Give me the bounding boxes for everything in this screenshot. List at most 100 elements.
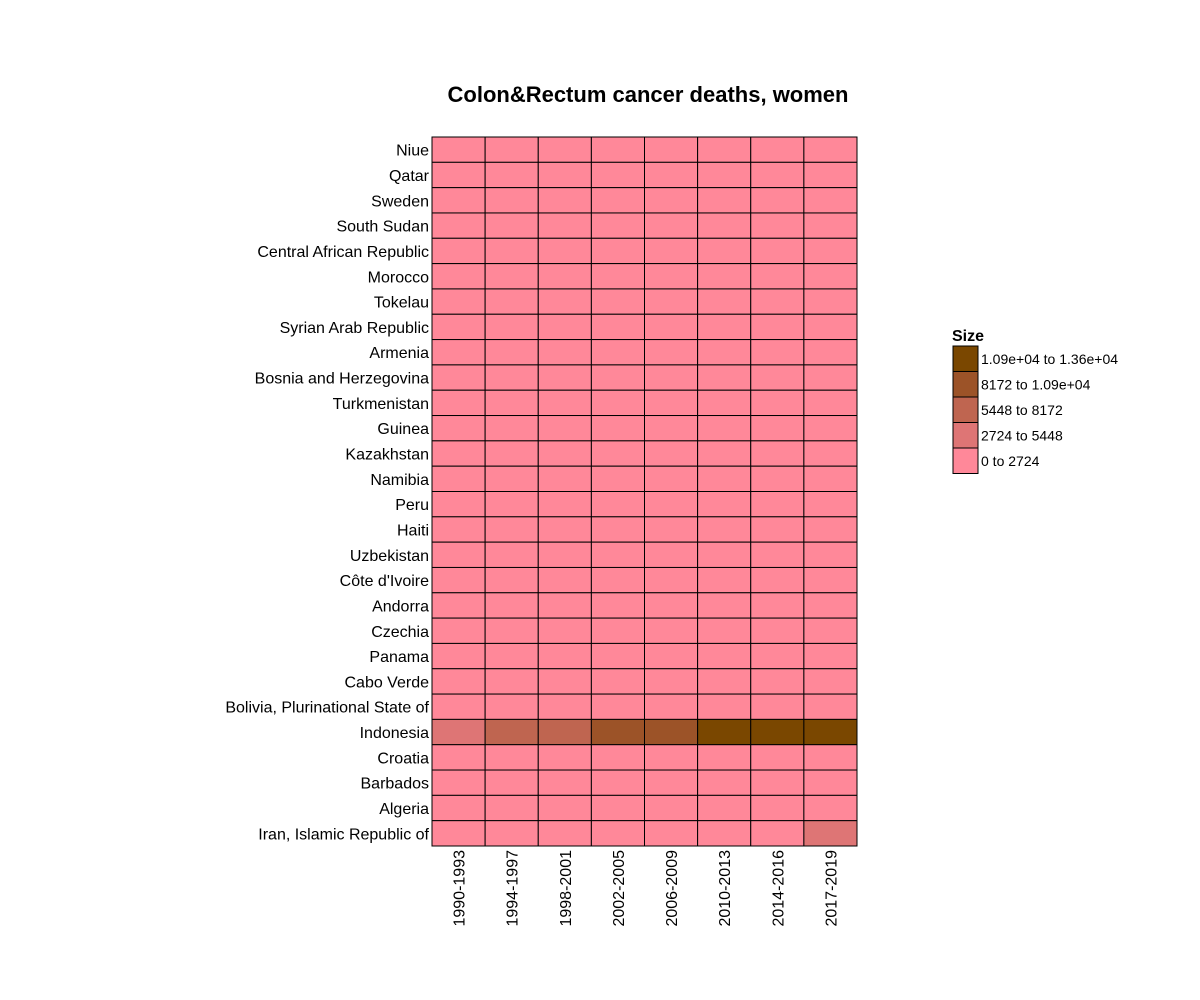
heatmap-cell bbox=[803, 440, 858, 467]
y-tick-label: Qatar bbox=[389, 168, 430, 185]
heatmap-cell bbox=[644, 491, 699, 518]
heatmap-cell bbox=[697, 465, 752, 492]
y-tick-label: Namibia bbox=[370, 472, 429, 489]
heatmap-cell bbox=[803, 718, 858, 746]
heatmap-cell bbox=[484, 491, 539, 518]
heatmap-cell bbox=[644, 288, 699, 315]
y-tick-label: South Sudan bbox=[336, 219, 429, 236]
heatmap-cell bbox=[590, 516, 645, 543]
heatmap-cell bbox=[803, 642, 858, 670]
heatmap-cell bbox=[537, 212, 592, 239]
legend-title: Size bbox=[952, 328, 984, 345]
heatmap-cell bbox=[537, 642, 592, 670]
heatmap-cell bbox=[697, 491, 752, 518]
heatmap-cell bbox=[803, 693, 858, 720]
legend-label: 2724 to 5448 bbox=[981, 427, 1063, 443]
heatmap-cell bbox=[590, 718, 645, 746]
heatmap-cell bbox=[697, 389, 752, 417]
heatmap-cell bbox=[537, 237, 592, 265]
heatmap-cell bbox=[484, 415, 539, 442]
heatmap-cell bbox=[697, 136, 752, 163]
heatmap-cell bbox=[697, 339, 752, 366]
heatmap-cell bbox=[750, 288, 805, 315]
legend-label: 8172 to 1.09e+04 bbox=[981, 376, 1091, 392]
heatmap-cell bbox=[484, 642, 539, 670]
heatmap-cell bbox=[590, 491, 645, 518]
heatmap-cell bbox=[537, 415, 592, 442]
heatmap-cell bbox=[590, 642, 645, 670]
y-tick-label: Kazakhstan bbox=[345, 447, 429, 464]
heatmap-cell bbox=[750, 339, 805, 366]
heatmap-cell bbox=[644, 465, 699, 492]
y-tick-label: Panama bbox=[369, 649, 429, 666]
heatmap-cell bbox=[750, 136, 805, 163]
heatmap-cell bbox=[697, 516, 752, 543]
heatmap-cell bbox=[803, 769, 858, 796]
heatmap-cell bbox=[803, 744, 858, 771]
heatmap-cell bbox=[431, 541, 486, 568]
heatmap-cell bbox=[750, 769, 805, 796]
x-tick-label: 2010-2013 bbox=[717, 850, 734, 927]
legend-swatch bbox=[952, 396, 979, 423]
heatmap-cell bbox=[537, 491, 592, 518]
heatmap-cell bbox=[431, 440, 486, 467]
heatmap-cell bbox=[590, 744, 645, 771]
y-tick-label: Peru bbox=[395, 497, 429, 514]
heatmap-cell bbox=[484, 516, 539, 543]
y-tick-label: Barbados bbox=[361, 776, 430, 793]
x-tick-label: 1994-1997 bbox=[505, 850, 522, 927]
heatmap-cell bbox=[537, 794, 592, 822]
heatmap-cell bbox=[590, 440, 645, 467]
heatmap-cell bbox=[537, 744, 592, 771]
heatmap-cell bbox=[644, 769, 699, 796]
heatmap-cell bbox=[537, 693, 592, 720]
heatmap-cell bbox=[697, 415, 752, 442]
heatmap-cell bbox=[803, 136, 858, 163]
heatmap-cell bbox=[803, 389, 858, 417]
heatmap-cell bbox=[431, 288, 486, 315]
legend-swatch bbox=[952, 345, 979, 372]
heatmap-cell bbox=[697, 718, 752, 746]
y-tick-label: Bolivia, Plurinational State of bbox=[225, 700, 429, 717]
heatmap-cell bbox=[644, 718, 699, 746]
heatmap-cell bbox=[750, 718, 805, 746]
heatmap-cell bbox=[537, 187, 592, 214]
heatmap-cell bbox=[590, 212, 645, 239]
heatmap-cell bbox=[803, 263, 858, 290]
heatmap-cell bbox=[750, 617, 805, 644]
heatmap-cell bbox=[697, 364, 752, 391]
heatmap-cell bbox=[484, 339, 539, 366]
heatmap-cell bbox=[431, 415, 486, 442]
heatmap-cell bbox=[537, 263, 592, 290]
heatmap-cell bbox=[644, 237, 699, 265]
heatmap-cell bbox=[537, 769, 592, 796]
heatmap-cell bbox=[484, 389, 539, 417]
y-tick-label: Morocco bbox=[368, 269, 429, 286]
heatmap-cell bbox=[431, 389, 486, 417]
heatmap-cell bbox=[537, 313, 592, 341]
heatmap-cell bbox=[590, 693, 645, 720]
heatmap-cell bbox=[431, 187, 486, 214]
heatmap-cell bbox=[484, 313, 539, 341]
heatmap-cell bbox=[750, 820, 805, 847]
heatmap-cell bbox=[484, 794, 539, 822]
heatmap-cell bbox=[431, 642, 486, 670]
heatmap-cell bbox=[697, 592, 752, 619]
heatmap-cell bbox=[590, 237, 645, 265]
heatmap-cell bbox=[590, 668, 645, 695]
legend-label: 1.09e+04 to 1.36e+04 bbox=[981, 351, 1118, 367]
heatmap-cell bbox=[484, 617, 539, 644]
heatmap-cell bbox=[750, 491, 805, 518]
heatmap-cell bbox=[431, 491, 486, 518]
x-tick-label: 2017-2019 bbox=[823, 850, 840, 927]
heatmap-cell bbox=[750, 668, 805, 695]
heatmap-cell bbox=[750, 541, 805, 568]
y-tick-label: Tokelau bbox=[374, 295, 429, 312]
heatmap-cell bbox=[697, 237, 752, 265]
heatmap-cell bbox=[537, 288, 592, 315]
heatmap-cell bbox=[697, 263, 752, 290]
heatmap-cell bbox=[750, 187, 805, 214]
y-tick-label: Guinea bbox=[377, 421, 429, 438]
heatmap-cell bbox=[697, 440, 752, 467]
heatmap-cell bbox=[644, 642, 699, 670]
